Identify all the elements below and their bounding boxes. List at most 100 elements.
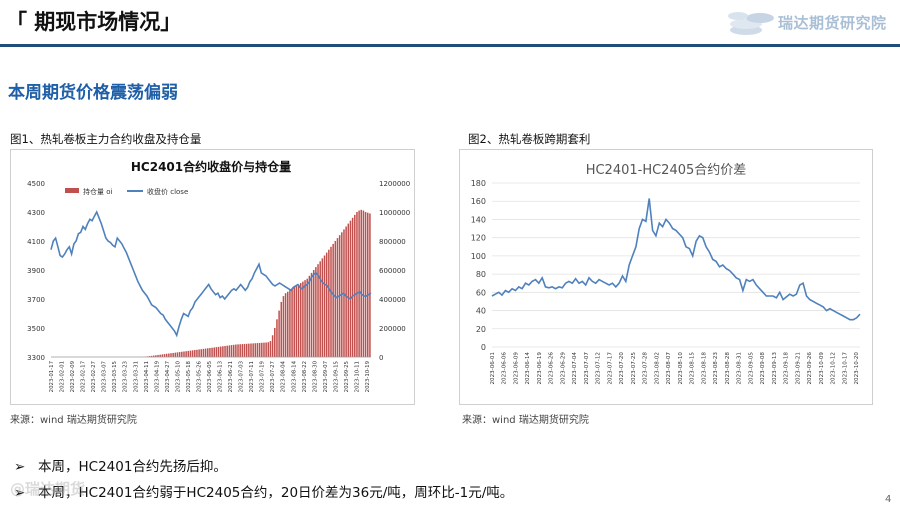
y-left-tick-label: 3900 (27, 267, 45, 275)
y-left-tick-label: 4100 (27, 238, 45, 246)
x-tick-label: 2023-08-02 (654, 352, 660, 385)
oi-bar (306, 278, 308, 357)
oi-bar (364, 212, 367, 357)
oi-bar (222, 346, 224, 357)
x-tick-label: 2023-07-12 (596, 352, 602, 385)
x-tick-label: 2023-04-27 (165, 361, 171, 392)
oi-bar (323, 255, 326, 357)
oi-bar (256, 343, 259, 357)
oi-bar (297, 284, 300, 357)
oi-bar (235, 344, 237, 357)
coin-stack-icon (728, 12, 774, 35)
oi-bar (213, 347, 215, 357)
oi-bar (291, 288, 293, 357)
x-tick-label: 2023-08-15 (690, 352, 696, 385)
oi-bar (194, 350, 196, 357)
x-tick-label: 2023-10-09 (819, 352, 825, 385)
oi-bar (269, 341, 272, 357)
y-tick-label: 0 (481, 343, 486, 352)
oi-bar (295, 285, 298, 357)
oi-bar (274, 328, 276, 357)
legend-oi-swatch (65, 188, 79, 193)
oi-bar (217, 346, 220, 357)
oi-bar (278, 310, 280, 357)
oi-bar (161, 354, 164, 357)
y-tick-label: 160 (471, 197, 486, 206)
x-tick-label: 2023-03-31 (133, 361, 139, 392)
oi-bar (345, 226, 347, 357)
oi-bar (312, 270, 315, 357)
y-right-tick-label: 1000000 (379, 209, 410, 217)
x-tick-label: 2023-07-28 (643, 352, 649, 385)
x-tick-label: 2023-09-26 (807, 352, 813, 385)
x-tick-label: 2023-08-30 (312, 360, 318, 392)
x-tick-label: 2023-06-21 (228, 361, 234, 392)
chart2-title: HC2401-HC2405合约价差 (586, 163, 747, 178)
x-tick-label: 2023-08-07 (666, 352, 672, 385)
oi-bar (187, 350, 190, 357)
oi-bar (152, 355, 155, 357)
oi-bar (183, 351, 185, 357)
oi-bar (293, 287, 295, 357)
oi-bar (267, 342, 270, 357)
oi-bar (170, 353, 172, 357)
x-tick-label: 2023-08-10 (678, 352, 684, 385)
x-tick-label: 2023-06-14 (525, 352, 531, 385)
x-tick-label: 2023-06-01 (490, 352, 496, 385)
y-left-tick-label: 3700 (27, 296, 45, 304)
arrow-bullet-icon: ➢ (14, 459, 26, 475)
x-tick-label: 2023-07-25 (631, 352, 637, 385)
oi-bar (202, 348, 205, 357)
x-tick-label: 2023-06-29 (560, 352, 566, 385)
oi-bar (239, 344, 241, 357)
oi-bar (315, 267, 317, 357)
y-tick-label: 180 (471, 179, 486, 188)
oi-bar (172, 352, 174, 357)
oi-bar (178, 352, 181, 357)
bullet-1: ➢ 本周，HC2401合约先扬后抑。 (14, 455, 227, 475)
arrow-bullet-icon: ➢ (14, 485, 26, 501)
oi-bar (163, 354, 166, 357)
chart2-frame: HC2401-HC2405合约价差 0 20 40 60 80 100 120 140 160 18… (459, 149, 873, 405)
y-left-tick-label: 3300 (27, 354, 45, 362)
oi-bar (351, 217, 354, 357)
oi-bar (299, 283, 302, 357)
x-tick-label: 2023-09-15 (333, 361, 339, 392)
y-right-tick-label: 400000 (379, 296, 406, 304)
x-tick-label: 2023-07-19 (260, 360, 266, 392)
x-tick-label: 2023-07-20 (619, 352, 625, 385)
x-tick-label: 2023-01-17 (49, 361, 55, 392)
x-tick-label: 2023-10-12 (831, 352, 837, 385)
x-tick-label: 2023-07-17 (607, 352, 613, 385)
x-tick-label: 2023-06-06 (502, 352, 508, 385)
oi-bar (168, 353, 170, 357)
oi-bar (157, 354, 159, 357)
figure2-source: 来源：wind 瑞达期货研究院 (462, 415, 589, 426)
oi-bar (148, 356, 151, 357)
oi-bar (263, 342, 265, 357)
x-tick-label: 2023-09-13 (772, 352, 778, 385)
x-tick-label: 2023-09-18 (784, 352, 790, 385)
oi-bar (328, 249, 330, 357)
y-tick-label: 20 (476, 325, 486, 334)
x-tick-label: 2023-06-09 (513, 352, 519, 385)
figure2-label: 图2、热轧卷板跨期套利 (468, 132, 591, 146)
y-tick-label: 80 (476, 270, 486, 279)
y-tick-label: 120 (471, 234, 486, 243)
x-tick-label: 2023-06-19 (537, 352, 543, 385)
close-price-line (50, 210, 372, 338)
oi-bar (226, 345, 228, 357)
oi-bar (265, 342, 267, 357)
legend-oi-label: 持仓量 oi (83, 187, 113, 196)
oi-bar (155, 355, 157, 357)
x-tick-label: 2023-07-11 (249, 361, 255, 392)
oi-bar (258, 342, 261, 357)
oi-bar (150, 355, 153, 357)
page-number: 4 (885, 494, 892, 505)
oi-bar (367, 212, 369, 357)
page-title: 「 期现市场情况」 (6, 10, 182, 34)
y-right-tick-label: 0 (379, 354, 383, 362)
figure1-source: 来源：wind 瑞达期货研究院 (10, 415, 137, 426)
oi-bar (196, 349, 198, 357)
